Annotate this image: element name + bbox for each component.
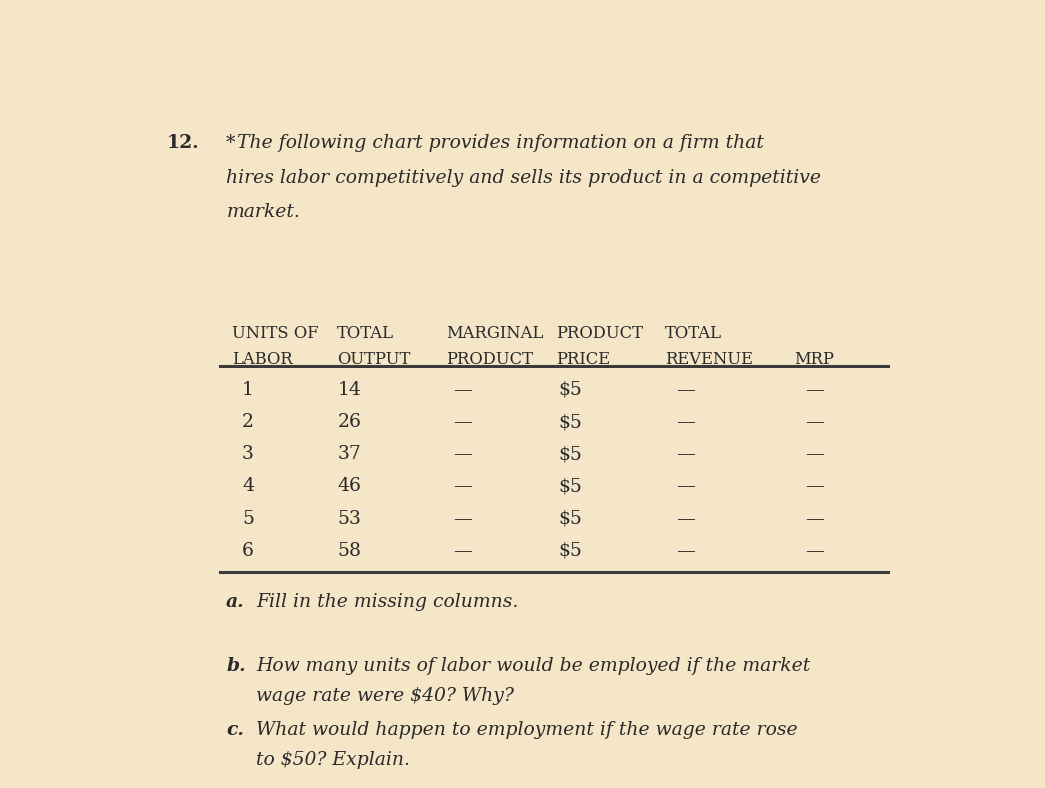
Text: 6: 6 (242, 541, 254, 559)
Text: —: — (676, 510, 695, 528)
Text: —: — (454, 413, 472, 431)
Text: —: — (806, 478, 825, 496)
Text: 37: 37 (338, 445, 362, 463)
Text: *: * (226, 134, 235, 152)
Text: Fill in the missing columns.: Fill in the missing columns. (256, 593, 518, 611)
Text: REVENUE: REVENUE (666, 351, 753, 368)
Text: $5: $5 (558, 510, 582, 528)
Text: —: — (806, 510, 825, 528)
Text: PRODUCT: PRODUCT (446, 351, 534, 368)
Text: —: — (676, 478, 695, 496)
Text: —: — (454, 445, 472, 463)
Text: $5: $5 (558, 381, 582, 399)
Text: What would happen to employment if the wage rate rose: What would happen to employment if the w… (256, 721, 797, 738)
Text: wage rate were $40? Why?: wage rate were $40? Why? (256, 687, 514, 705)
Text: —: — (806, 381, 825, 399)
Text: —: — (676, 413, 695, 431)
Text: —: — (806, 445, 825, 463)
Text: LABOR: LABOR (232, 351, 293, 368)
Text: —: — (454, 381, 472, 399)
Text: PRICE: PRICE (556, 351, 610, 368)
Text: —: — (676, 445, 695, 463)
Text: 26: 26 (338, 413, 362, 431)
Text: MARGINAL: MARGINAL (446, 325, 543, 342)
Text: hires labor competitively and sells its product in a competitive: hires labor competitively and sells its … (226, 169, 821, 187)
Text: 12.: 12. (167, 134, 200, 152)
Text: a.: a. (226, 593, 245, 611)
Text: 53: 53 (338, 510, 362, 528)
Text: b.: b. (226, 657, 246, 675)
Text: OUTPUT: OUTPUT (338, 351, 411, 368)
Text: 14: 14 (338, 381, 362, 399)
Text: to $50? Explain.: to $50? Explain. (256, 751, 410, 769)
Text: —: — (806, 541, 825, 559)
Text: PRODUCT: PRODUCT (556, 325, 643, 342)
Text: c.: c. (226, 721, 245, 738)
Text: TOTAL: TOTAL (666, 325, 722, 342)
Text: —: — (454, 478, 472, 496)
Text: —: — (806, 413, 825, 431)
Text: TOTAL: TOTAL (338, 325, 394, 342)
Text: 58: 58 (338, 541, 362, 559)
Text: market.: market. (226, 203, 300, 221)
Text: 3: 3 (242, 445, 254, 463)
Text: —: — (676, 541, 695, 559)
Text: 46: 46 (338, 478, 362, 496)
Text: The following chart provides information on a firm that: The following chart provides information… (237, 134, 764, 152)
Text: —: — (676, 381, 695, 399)
Text: MRP: MRP (794, 351, 835, 368)
Text: 4: 4 (242, 478, 254, 496)
Text: —: — (454, 510, 472, 528)
Text: 5: 5 (242, 510, 254, 528)
Text: 2: 2 (242, 413, 254, 431)
Text: UNITS OF: UNITS OF (232, 325, 319, 342)
Text: How many units of labor would be employed if the market: How many units of labor would be employe… (256, 657, 811, 675)
Text: $5: $5 (558, 445, 582, 463)
Text: —: — (454, 541, 472, 559)
Text: $5: $5 (558, 541, 582, 559)
Text: $5: $5 (558, 478, 582, 496)
Text: $5: $5 (558, 413, 582, 431)
Text: 1: 1 (242, 381, 254, 399)
